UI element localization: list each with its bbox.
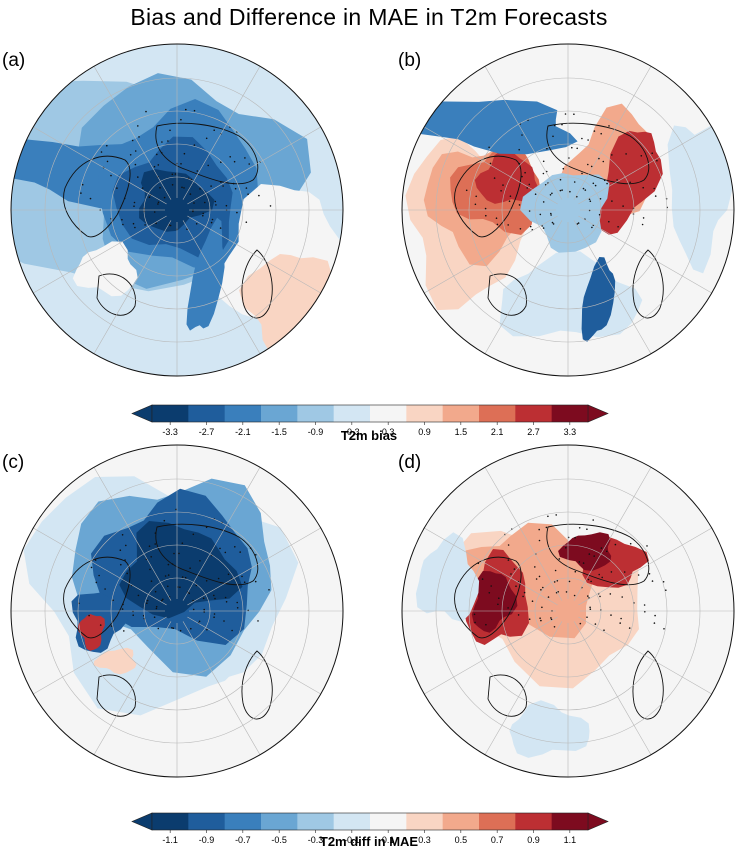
colorbar-frame [151,404,589,423]
colorbar-arrow-high [587,404,609,423]
colorbar-segment [442,405,480,422]
colorbar-segment [551,813,589,830]
colorbar-tick-label: -0.9 [199,835,215,845]
colorbar-tick-label: -0.9 [308,427,324,437]
graticule [11,445,343,777]
field-contour [186,217,225,331]
significance-stipple [78,508,270,632]
colorbar-segment [188,405,226,422]
colorbar-tick-label: 2.7 [527,427,540,437]
colorbar-segment [406,405,444,422]
colorbar-arrow-low [131,404,153,423]
colorbar-tick-label: -1.5 [271,427,287,437]
map-boundary [401,43,735,377]
map-field [402,445,734,777]
field-contour [520,173,610,255]
panel-d-label: (d) [398,452,422,473]
map-panel-b [401,43,735,377]
field-contour [93,647,137,675]
colorbar-segment [479,813,516,830]
colorbar-tick-label: -0.3 [344,427,360,437]
map-boundary [10,444,344,778]
colorbar-segment [442,813,480,830]
panel-a-label: (a) [2,50,26,71]
panel-b-label: (b) [398,50,422,71]
colorbar-segment [224,813,262,830]
coastline [454,122,664,319]
graticule [11,44,343,376]
colorbar-tick-label: 2.1 [491,427,504,437]
colorbar-tick-label: 0.7 [491,835,504,845]
colorbar-tick-label: 0.9 [527,835,540,845]
colorbar-segment [188,813,226,830]
colorbar-bias-title: T2m bias [340,428,398,443]
colorbar-bias: -3.3 -2.7 -2.1 -1.5 -0.9 -0.3 0.3 0.9 1.5 2.1 2.7 3… [131,404,609,437]
colorbar-segment [370,405,407,422]
field-contour [119,521,243,619]
graticule [402,445,734,777]
colorbar-tick-label: 1.5 [455,427,468,437]
map-panel-d [401,444,735,778]
colorbar-arrow-high [587,812,609,831]
colorbar-segment [152,405,189,422]
field-contour [509,700,590,758]
graticule [402,44,734,376]
coastline [63,122,273,319]
colorbar-segment [479,405,516,422]
colorbar-segment [370,813,407,830]
map-field [402,44,734,376]
colorbar-segment [152,813,189,830]
colorbar-tick-label: 0.1 [382,835,395,845]
figure-title: Bias and Difference in MAE in T2m Foreca… [130,4,608,30]
colorbar-tick-label: -0.1 [344,835,360,845]
colorbar-segment [406,813,444,830]
colorbar-segment [515,405,553,422]
colorbar-tick-label: -0.5 [271,835,287,845]
colorbar-tick-label: -0.7 [235,835,251,845]
colorbar-tick-label: -2.7 [199,427,215,437]
field-contour [471,571,518,633]
colorbar-mae-diff: -1.1 -0.9 -0.7 -0.5 -0.3 -0.1 0.1 0.3 0.5 0.7 0.9 1… [131,812,609,845]
field-contour [667,125,733,274]
map-boundary [10,43,344,377]
field-contour [78,614,105,651]
colorbar-segment [297,405,335,422]
colorbar-mae-diff-title: T2m diff in MAE [319,834,419,849]
colorbar-tick-label: -3.3 [162,427,178,437]
colorbar-segment [297,813,335,830]
map-panel-c [10,444,344,778]
colorbar-segment [333,405,371,422]
colorbar-segment [515,813,553,830]
colorbar-tick-label: 0.3 [418,835,431,845]
colorbar-segment [261,405,298,422]
colorbar-tick-label: 0.9 [418,427,431,437]
colorbar-tick-label: 1.1 [564,835,577,845]
field-contour [139,169,215,232]
map-boundary [401,444,735,778]
coastline [63,523,273,720]
colorbar-tick-label: -2.1 [235,427,251,437]
colorbar-tick-label: 0.3 [382,427,395,437]
colorbar-segment [261,813,298,830]
colorbar-segment [551,405,589,422]
colorbar-tick-label: -1.1 [162,835,178,845]
field-contour [474,149,539,204]
field-contour [415,532,480,622]
map-panel-a [10,43,344,377]
colorbar-tick-label: 0.5 [455,835,468,845]
coastline [454,523,664,720]
colorbar-segment [224,405,262,422]
significance-stipple [473,514,667,631]
panel-c-label: (c) [2,452,25,473]
map-field [11,445,343,777]
colorbar-tick-label: 3.3 [564,427,577,437]
colorbar-tick-label: -0.3 [308,835,324,845]
field-contour [558,532,612,571]
map-field [11,44,343,376]
colorbar-frame [151,812,589,831]
colorbar-segment [333,813,371,830]
colorbar-arrow-low [131,812,153,831]
field-contour [581,257,616,342]
